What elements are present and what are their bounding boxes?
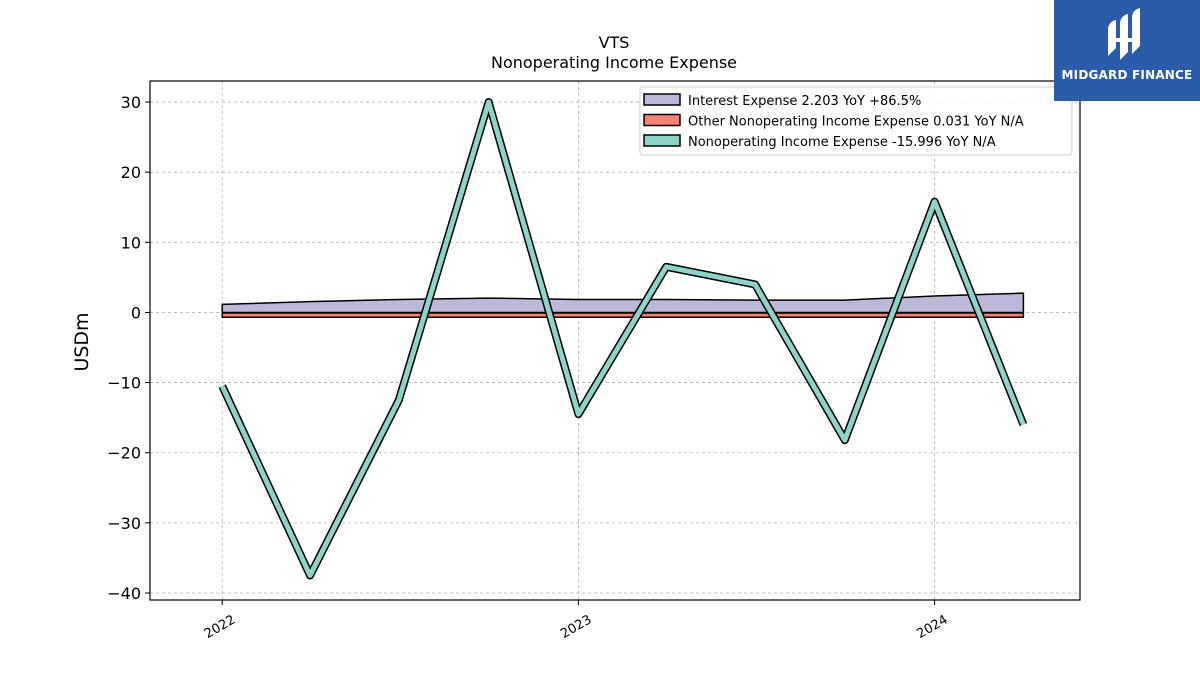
- legend-label: Other Nonoperating Income Expense 0.031 …: [688, 115, 1024, 130]
- data-point: [844, 439, 846, 441]
- legend-swatch: [643, 113, 681, 127]
- legend-label: Interest Expense 2.203 YoY +86.5%: [688, 94, 921, 109]
- legend-swatch: [643, 93, 681, 106]
- y-tick-label: 10: [121, 233, 141, 252]
- data-point: [754, 283, 756, 285]
- x-tick-label: 2022: [202, 612, 238, 642]
- series-layer: [218, 98, 1028, 580]
- legend-swatch: [643, 134, 681, 147]
- data-point: [934, 201, 936, 203]
- x-tick-label: 2023: [558, 612, 594, 642]
- y-tick-label: −30: [107, 514, 141, 533]
- brand-logo: MIDGARD FINANCE: [1054, 0, 1200, 101]
- midgard-logo-icon: [1108, 8, 1140, 60]
- y-tick-label: −40: [107, 584, 141, 603]
- brand-name: MIDGARD FINANCE: [1061, 68, 1193, 82]
- chart-title: VTS: [599, 33, 630, 52]
- legend-frame: [639, 86, 1073, 156]
- axis-ticks: 30 20 10 0 −10 −20 −30 −40 2022 2023 2024: [107, 93, 950, 642]
- data-point: [577, 413, 579, 415]
- legend: Interest Expense 2.203 YoY +86.5% Other N…: [639, 86, 1073, 156]
- series-area-1: [221, 312, 1025, 319]
- y-tick-label: −10: [107, 374, 141, 393]
- legend-label: Nonoperating Income Expense -15.996 YoY …: [688, 135, 996, 150]
- y-axis-label: USDm: [71, 312, 93, 371]
- y-tick-label: 20: [121, 163, 141, 182]
- y-tick-label: −20: [107, 444, 141, 463]
- plot-frame: [149, 80, 1081, 601]
- data-point: [665, 266, 667, 268]
- data-point: [1022, 424, 1024, 426]
- chart-subtitle: Nonoperating Income Expense: [491, 53, 737, 72]
- x-tick-label: 2024: [914, 612, 950, 642]
- data-point: [221, 385, 223, 387]
- data-point: [488, 101, 490, 103]
- y-tick-label: 0: [131, 303, 141, 322]
- y-tick-label: 30: [121, 93, 141, 112]
- data-point: [398, 399, 400, 401]
- data-point: [309, 574, 311, 576]
- series-line-2: [219, 99, 1026, 578]
